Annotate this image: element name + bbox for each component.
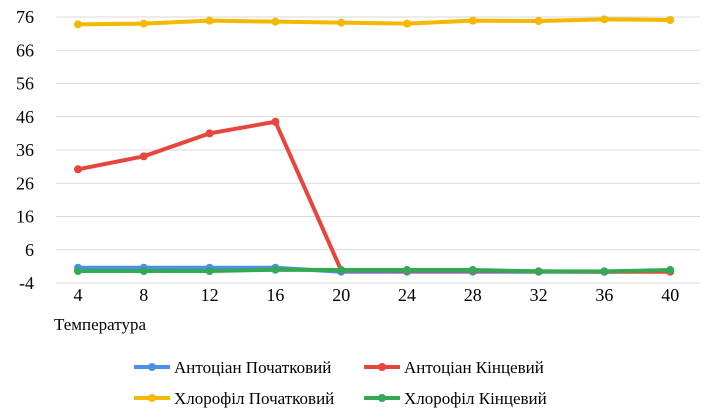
data-point (139, 267, 148, 276)
data-point (337, 18, 346, 27)
x-tick-label: 20 (332, 285, 350, 305)
data-point (403, 266, 411, 275)
legend-item: Антоціан Кінцевий (364, 358, 544, 377)
legend-item: Хлорофіл Кінцевий (364, 389, 547, 408)
data-point (74, 165, 82, 174)
x-tick-label: 24 (398, 285, 416, 305)
data-point (666, 15, 675, 24)
x-tick-label: 4 (74, 285, 83, 305)
data-point (337, 266, 346, 275)
data-point (271, 117, 280, 126)
y-tick-label: -4 (19, 273, 34, 293)
y-tick-label: 66 (16, 40, 34, 60)
legend-swatch-marker (148, 363, 156, 371)
y-tick-label: 36 (16, 140, 34, 160)
series-line (78, 267, 671, 274)
x-tick-label: 28 (464, 285, 482, 305)
x-tick-label: 16 (266, 285, 284, 305)
y-tick-label: 56 (16, 74, 34, 94)
data-point (271, 265, 280, 274)
data-point (271, 17, 280, 26)
legend-swatch-marker (378, 363, 386, 371)
data-point (139, 19, 148, 28)
legend-label: Антоціан Кінцевий (404, 358, 544, 377)
series-line (77, 119, 671, 274)
legend-label: Антоціан Початковий (174, 358, 331, 377)
y-tick-label: 6 (25, 240, 34, 260)
grid-lines (56, 16, 700, 284)
data-point (666, 266, 675, 275)
legend-item: Антоціан Початковий (134, 358, 331, 377)
legend-label: Хлорофіл Початковий (174, 389, 334, 408)
y-tick-label: 16 (16, 207, 34, 227)
legend-item: Хлорофіл Початковий (134, 389, 334, 408)
data-point (139, 152, 148, 161)
legend: Антоціан Початковий Антоціан Кінцевий Хлор… (134, 358, 547, 408)
x-tick-labels: 4 8 12 16 20 24 28 32 36 40 (74, 285, 680, 305)
data-point (205, 267, 214, 276)
x-tick-label: 12 (201, 285, 219, 305)
data-point (534, 16, 543, 25)
data-point (468, 266, 477, 275)
y-tick-label: 76 (16, 7, 34, 27)
data-point (600, 15, 609, 24)
x-tick-label: 8 (139, 285, 148, 305)
x-tick-label: 40 (661, 285, 679, 305)
legend-swatch-marker (378, 394, 386, 402)
y-tick-labels: -4 6 16 26 36 46 56 66 76 (16, 7, 34, 293)
data-point (600, 267, 609, 276)
series-line (77, 17, 671, 27)
x-tick-label: 32 (530, 285, 548, 305)
y-tick-label: 46 (16, 107, 34, 127)
y-tick-label: 26 (16, 173, 34, 193)
data-point (205, 129, 214, 138)
data-point (468, 16, 477, 25)
data-point (74, 20, 82, 29)
data-point (205, 16, 214, 25)
legend-label: Хлорофіл Кінцевий (404, 389, 547, 408)
series-points (74, 15, 675, 276)
data-point (403, 19, 411, 28)
data-point (534, 267, 543, 276)
x-axis-label: Температура (54, 315, 146, 334)
x-tick-label: 36 (595, 285, 613, 305)
legend-swatch-marker (148, 394, 156, 402)
series-lines (77, 17, 671, 274)
data-point (74, 267, 82, 276)
